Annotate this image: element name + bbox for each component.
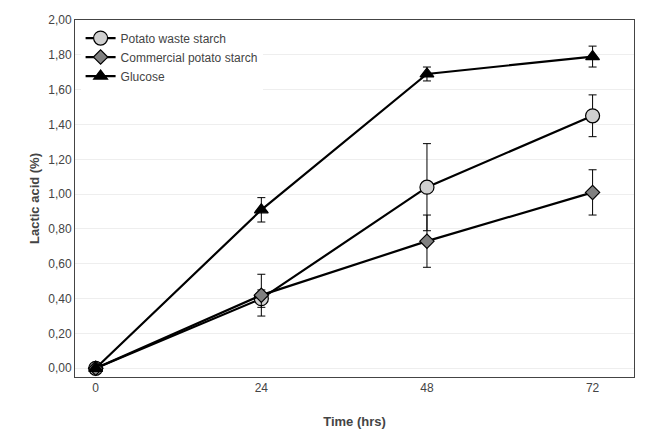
svg-text:1,00: 1,00	[48, 187, 72, 201]
svg-text:Lactic acid (%): Lactic acid (%)	[27, 153, 42, 244]
svg-text:0,80: 0,80	[48, 222, 72, 236]
svg-text:0,40: 0,40	[48, 292, 72, 306]
svg-text:48: 48	[420, 381, 434, 395]
svg-text:Time (hrs): Time (hrs)	[323, 414, 386, 429]
svg-text:0: 0	[92, 381, 99, 395]
svg-text:1,80: 1,80	[48, 48, 72, 62]
svg-text:0,20: 0,20	[48, 327, 72, 341]
svg-text:0,00: 0,00	[48, 361, 72, 375]
svg-text:24: 24	[255, 381, 269, 395]
svg-text:Glucose: Glucose	[121, 70, 165, 84]
svg-text:2,00: 2,00	[48, 13, 72, 27]
svg-text:Commercial potato starch: Commercial potato starch	[121, 51, 258, 65]
svg-text:72: 72	[586, 381, 600, 395]
svg-text:Potato waste starch: Potato waste starch	[121, 32, 226, 46]
svg-text:1,40: 1,40	[48, 118, 72, 132]
svg-text:1,20: 1,20	[48, 153, 72, 167]
svg-text:1,60: 1,60	[48, 83, 72, 97]
svg-text:0,60: 0,60	[48, 257, 72, 271]
